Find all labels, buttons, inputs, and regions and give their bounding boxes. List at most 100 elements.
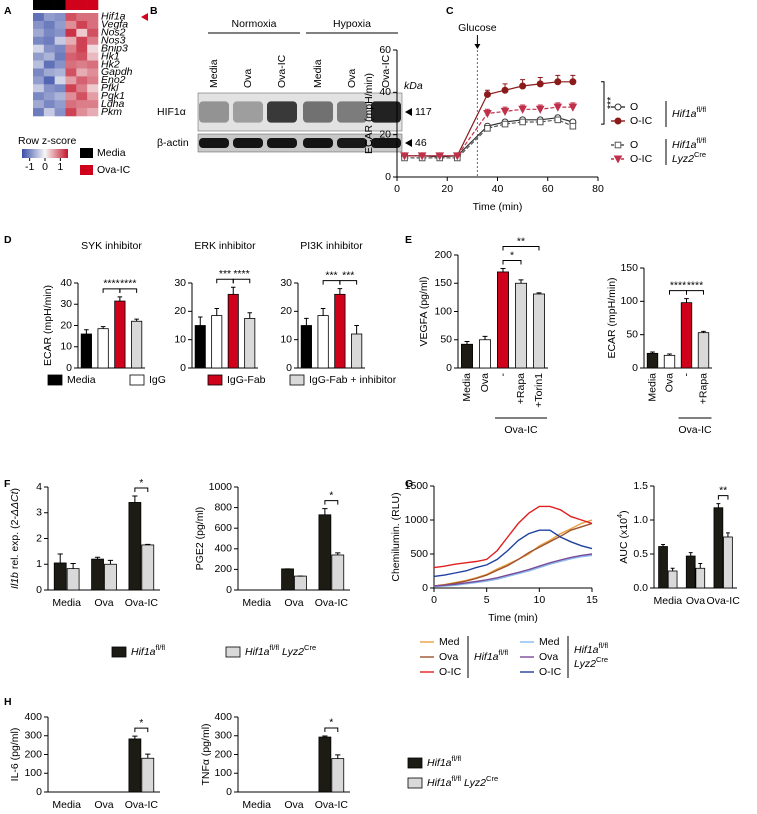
legend-label: Hif1afl/fl bbox=[131, 643, 165, 658]
heat-cell bbox=[43, 60, 55, 69]
y-tick-label: 200 bbox=[214, 563, 232, 575]
row-label: Ldha bbox=[101, 98, 125, 110]
error-bar bbox=[322, 508, 328, 515]
legend-swatch bbox=[129, 374, 145, 386]
text-part: Hif1a bbox=[672, 108, 697, 120]
y-tick-label: 50 bbox=[440, 334, 452, 346]
error-bar bbox=[107, 559, 114, 565]
bar bbox=[334, 293, 346, 369]
heat-cell bbox=[43, 36, 55, 45]
legend-label: O bbox=[630, 139, 638, 151]
heat-cell bbox=[65, 84, 77, 93]
text-part: Lyz2 bbox=[672, 153, 694, 165]
error-bar bbox=[57, 553, 63, 563]
y-axis-label: PGE2 (pg/ml) bbox=[194, 507, 206, 571]
y-tick-label: 20 bbox=[174, 305, 186, 317]
panel-label: H bbox=[4, 696, 12, 708]
heat-cell bbox=[76, 44, 88, 53]
text-part: Hif1a bbox=[427, 757, 452, 769]
y-tick-label: 20 bbox=[379, 128, 391, 140]
text-part: AUC (x10 bbox=[618, 518, 630, 564]
error-bar bbox=[688, 552, 693, 557]
error-bar bbox=[726, 532, 730, 537]
blot-frame bbox=[197, 92, 403, 132]
row-label: Pkm bbox=[101, 106, 122, 118]
y-tick-label: 150 bbox=[620, 262, 638, 274]
legend-label: O-IC bbox=[539, 666, 562, 678]
significance-label: **** bbox=[233, 268, 249, 280]
y-tick-label: 50 bbox=[626, 328, 638, 340]
y-tick-label: 0 bbox=[385, 171, 391, 183]
error-bar bbox=[230, 286, 236, 295]
point bbox=[614, 117, 622, 125]
heat-cell bbox=[33, 28, 45, 38]
point bbox=[519, 118, 526, 126]
error-bar bbox=[247, 312, 253, 319]
text-part: Hif1a bbox=[131, 646, 156, 658]
legend-label: IgG-Fab bbox=[227, 374, 266, 386]
significance-label: *** bbox=[219, 268, 231, 280]
error-bar bbox=[661, 543, 665, 547]
error-bar bbox=[145, 753, 151, 759]
significance-label: **** bbox=[103, 278, 119, 290]
y-tick-label: 400 bbox=[24, 711, 42, 723]
bar bbox=[697, 332, 710, 369]
y-tick-label: 0 bbox=[422, 582, 428, 594]
bar bbox=[318, 736, 332, 793]
y-tick-label: 0.0 bbox=[633, 582, 648, 594]
x-tick-label: 0 bbox=[431, 594, 437, 606]
x-tick-label: Media bbox=[654, 595, 683, 607]
y-tick-label: 300 bbox=[24, 730, 42, 742]
error-bar bbox=[701, 330, 706, 333]
point bbox=[536, 118, 544, 126]
kda-label: 117 bbox=[415, 106, 432, 118]
row-label: Pgk1 bbox=[101, 90, 125, 102]
heat-cell bbox=[87, 44, 99, 53]
point bbox=[568, 103, 578, 112]
point bbox=[400, 152, 409, 161]
text-part: Hif1a bbox=[672, 139, 697, 151]
legend-label: Med bbox=[439, 636, 460, 648]
significance-label: **** bbox=[670, 279, 686, 291]
point bbox=[417, 152, 427, 161]
series-line bbox=[404, 106, 573, 157]
x-tick-label: 10 bbox=[533, 594, 545, 606]
legend-swatch bbox=[225, 646, 241, 658]
heat-cell bbox=[54, 76, 66, 85]
y-tick-label: 1.5 bbox=[633, 480, 648, 492]
bar bbox=[318, 514, 332, 591]
significance-bracket bbox=[717, 495, 729, 500]
legend-label: O-IC bbox=[630, 153, 653, 165]
bar bbox=[317, 315, 329, 369]
y-tick-label: 400 bbox=[214, 711, 232, 723]
kda-arrow bbox=[405, 108, 412, 116]
heat-cell bbox=[43, 100, 55, 109]
heat-cell bbox=[33, 108, 45, 117]
bar bbox=[351, 333, 363, 369]
bar bbox=[80, 333, 92, 369]
x-tick-label: Ova bbox=[284, 597, 303, 609]
y-tick-label: 10 bbox=[280, 333, 292, 345]
heat-cell bbox=[54, 92, 66, 101]
point bbox=[452, 152, 462, 161]
legend-label: Ova bbox=[539, 651, 558, 663]
point bbox=[553, 103, 563, 112]
y-tick-label: 1 bbox=[36, 558, 42, 570]
x-tick-label: +Torin1 bbox=[533, 373, 545, 408]
heat-cell bbox=[76, 36, 88, 45]
bar bbox=[663, 354, 676, 369]
text-part: 4 bbox=[615, 514, 624, 518]
row-label: Nos3 bbox=[101, 35, 126, 47]
text-part: Hif1a bbox=[427, 777, 452, 789]
heat-cell bbox=[43, 52, 55, 61]
legend-group-label: Hif1afl/fl bbox=[672, 136, 706, 151]
legend-label: O-IC bbox=[630, 115, 653, 127]
error-bar bbox=[197, 316, 203, 326]
heat-cell bbox=[54, 100, 66, 109]
y-tick-label: 800 bbox=[214, 501, 232, 513]
x-tick-label: Ova bbox=[284, 799, 303, 811]
significance-bracket bbox=[502, 246, 540, 251]
y-axis-label: Chemilumin. (RLU) bbox=[390, 492, 402, 581]
y-tick-label: 1500 bbox=[405, 480, 429, 492]
